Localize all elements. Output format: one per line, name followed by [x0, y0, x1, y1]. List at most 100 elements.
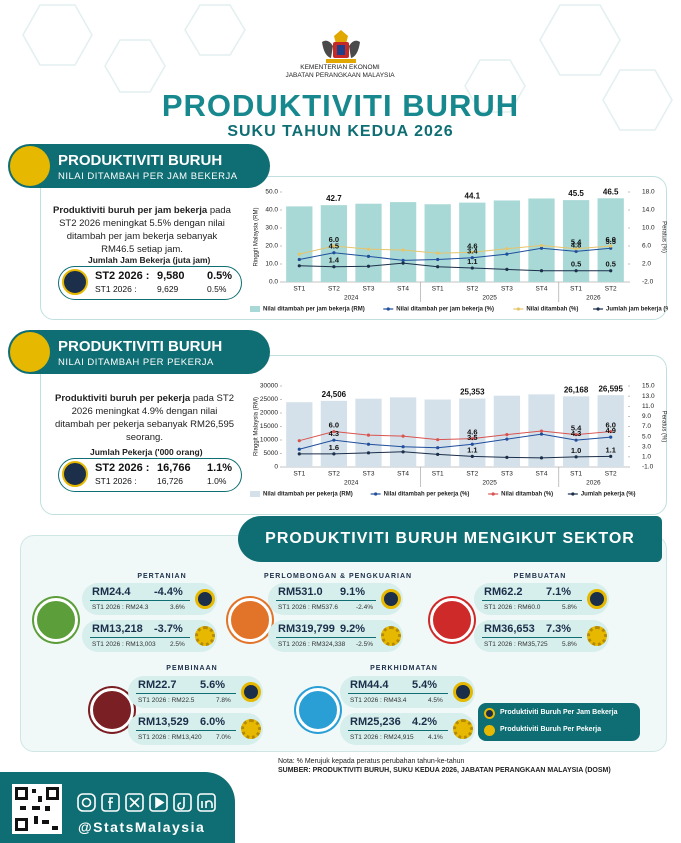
line-point — [539, 432, 544, 436]
sector-divider — [482, 637, 582, 638]
row-value: 9,629 — [157, 284, 179, 294]
sector-previous: ST1 2026 : RM22.5 — [138, 697, 195, 704]
bar — [562, 396, 590, 467]
x-tick-label: ST2 — [328, 286, 340, 293]
x-tick-label: ST2 — [328, 471, 340, 478]
sector-icon — [430, 598, 474, 642]
y-tick-label: 40.0 — [265, 207, 278, 214]
main-subtitle: SUKU TAHUN KEDUA 2026 — [227, 123, 454, 140]
section-subtitle: NILAI DITAMBAH PER JAM BEKERJA — [58, 171, 238, 182]
sector-previous: ST1 2026 : RM13,003 — [92, 641, 156, 648]
x-tick-label: ST1 — [293, 286, 305, 293]
x-tick-label: ST4 — [397, 471, 409, 478]
legend-label: Nilai ditambah (%) — [501, 492, 553, 498]
line-point — [332, 438, 336, 442]
sector-divider — [90, 637, 190, 638]
data-label: 25,353 — [460, 388, 485, 397]
sector-previous: ST1 2026 : RM324,338 — [278, 641, 346, 648]
group-label: 2026 — [586, 480, 601, 487]
social-handle: @StatsMalaysia — [78, 819, 206, 835]
summary-box: ST2 2026 : 9,580 0.5% ST1 2026 : 9,629 0.5% — [58, 266, 242, 300]
row-period: ST2 2026 : — [95, 462, 150, 474]
y2-tick-label: 2.0 — [642, 261, 651, 268]
y2-tick-label: 11.0 — [642, 403, 655, 410]
bar — [389, 397, 417, 467]
sector-value: RM13,529 — [138, 716, 189, 728]
y-axis-label: Ringgit Malaysia (RM) — [254, 397, 260, 456]
data-label: 1.1 — [467, 257, 477, 266]
sector-value: RM13,218 — [92, 623, 143, 635]
data-label: 4.8 — [571, 240, 581, 249]
legend-label: Nilai ditambah per pekerja (RM) — [263, 492, 353, 498]
line — [299, 430, 611, 442]
group-label: 2026 — [586, 295, 601, 302]
note: Nota: % Merujuk kepada peratus perubahan… — [278, 758, 465, 765]
line-point — [609, 246, 613, 250]
legend-swatch — [571, 492, 575, 496]
legend-text: Produktiviti Buruh Per Pekerja — [500, 726, 602, 733]
y2-tick-label: 18.0 — [642, 189, 655, 196]
sector-value: RM24.4 — [92, 586, 131, 598]
line-point — [470, 454, 474, 458]
line — [299, 262, 611, 272]
x-tick-label: ST3 — [363, 471, 375, 478]
legend-swatch — [374, 492, 378, 496]
sector-value: RM531.0 — [278, 586, 323, 598]
data-label: 6.0 — [329, 421, 339, 430]
y2-tick-label: 7.0 — [642, 423, 651, 430]
sector-title: PRODUKTIVITI BURUH MENGIKUT SEKTOR — [265, 530, 635, 547]
line-point — [436, 251, 440, 255]
sector-icon — [90, 688, 134, 732]
sector-divider — [136, 730, 236, 731]
row-change: 0.5% — [207, 270, 233, 282]
sector-value: RM36,653 — [484, 623, 535, 635]
line-point — [470, 442, 474, 446]
sector-previous-change: 4.5% — [428, 697, 443, 704]
chart: 0 5000 10000 15000 20000 25000 30000 -1.0 1.0 3.0… — [250, 383, 666, 498]
y2-tick-label: 1.0 — [642, 454, 651, 461]
sector-previous-change: 5.8% — [562, 604, 577, 611]
x-tick-label: ST1 — [432, 286, 444, 293]
data-label: 4.6 — [467, 241, 477, 250]
y2-tick-label: 9.0 — [642, 413, 651, 420]
legend-text: Produktiviti Buruh Per Jam Bekerja — [500, 709, 618, 716]
y-tick-label: 30.0 — [265, 225, 278, 232]
line-point — [539, 429, 544, 433]
line-point — [436, 265, 440, 269]
sector-header: PRODUKTIVITI BURUH MENGIKUT SEKTOR — [238, 516, 662, 562]
line-point — [332, 251, 336, 255]
gear-icon — [453, 719, 473, 739]
y2-axis-label: Peratus (%) — [660, 221, 666, 253]
line-point — [505, 433, 509, 437]
gear-icon — [587, 626, 607, 646]
group-label: 2024 — [344, 480, 359, 487]
bar — [562, 200, 590, 282]
line — [299, 247, 611, 261]
line-point — [539, 269, 544, 273]
line-point — [332, 244, 336, 248]
data-label: 4.5 — [329, 242, 339, 251]
sector-icon — [228, 598, 272, 642]
y-tick-label: 5000 — [264, 450, 279, 457]
clock-icon — [453, 682, 473, 702]
bar — [389, 202, 417, 282]
sector-name: PEMBUATAN — [513, 573, 567, 580]
sector-change: -3.7% — [154, 623, 183, 635]
legend-icon — [484, 708, 495, 719]
line-point — [366, 433, 371, 437]
y2-tick-label: 15.0 — [642, 383, 655, 390]
sector-icon — [296, 688, 340, 732]
section-description: Produktiviti buruh per jam bekerja pada … — [52, 204, 232, 256]
line-point — [574, 247, 578, 251]
sector-previous: ST1 2026 : RM13,420 — [138, 734, 202, 741]
y-tick-label: 20.0 — [265, 243, 278, 250]
legend-label: Jumlah jam bekerja (%) — [606, 307, 668, 313]
data-label: 0.5 — [605, 260, 615, 269]
lead: Produktiviti buruh per pekerja — [55, 393, 191, 404]
x-tick-label: ST2 — [466, 286, 478, 293]
y-tick-label: 50.0 — [265, 189, 278, 196]
x-tick-label: ST4 — [536, 286, 548, 293]
line-point — [366, 247, 371, 251]
gear-icon — [381, 626, 401, 646]
